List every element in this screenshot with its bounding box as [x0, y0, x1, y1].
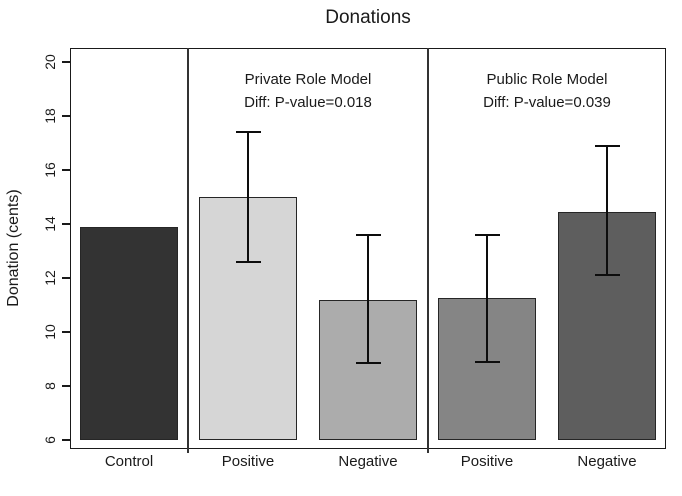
y-tick-label: 18 [42, 108, 58, 124]
error-bar-cap-bottom [474, 360, 500, 363]
y-tick-mark [62, 115, 70, 117]
y-tick-label: 10 [42, 324, 58, 340]
plot-border [70, 48, 666, 449]
panel-annotation-pvalue: Diff: P-value=0.039 [483, 94, 611, 111]
error-bar-cap-bottom [235, 260, 261, 263]
error-bar-cap-top [594, 144, 620, 147]
x-category-label: Negative [577, 453, 637, 470]
x-category-label: Positive [460, 453, 514, 470]
y-tick-label: 8 [42, 382, 58, 390]
bar-control [80, 226, 178, 440]
x-category-label: Negative [338, 453, 398, 470]
y-tick-label: 16 [42, 162, 58, 178]
y-tick-mark [62, 385, 70, 387]
y-tick-label: 20 [42, 54, 58, 70]
error-bar-cap-bottom [594, 274, 620, 277]
error-bar-line [247, 132, 249, 262]
x-category-label: Control [104, 453, 154, 470]
error-bar-cap-bottom [355, 362, 381, 365]
error-bar-line [486, 234, 488, 362]
y-tick-mark [62, 331, 70, 333]
error-bar-cap-top [355, 233, 381, 236]
x-category-label: Positive [221, 453, 275, 470]
error-bar-line [606, 145, 608, 276]
panel-separator [427, 48, 429, 453]
panel-annotation-title: Public Role Model [486, 71, 608, 88]
y-tick-mark [62, 169, 70, 171]
y-tick-label: 14 [42, 216, 58, 232]
panel-annotation-pvalue: Diff: P-value=0.018 [244, 94, 372, 111]
error-bar-line [367, 234, 369, 364]
panel-separator [187, 48, 189, 453]
error-bar-cap-top [474, 233, 500, 236]
chart-title: Donations [325, 7, 411, 28]
y-tick-label: 6 [42, 436, 58, 444]
bar-negative [558, 211, 656, 440]
y-tick-mark [62, 223, 70, 225]
y-tick-mark [62, 439, 70, 441]
y-tick-label: 12 [42, 270, 58, 286]
y-tick-mark [62, 61, 70, 63]
error-bar-cap-top [235, 131, 261, 134]
panel-annotation-title: Private Role Model [244, 71, 372, 88]
y-tick-mark [62, 277, 70, 279]
